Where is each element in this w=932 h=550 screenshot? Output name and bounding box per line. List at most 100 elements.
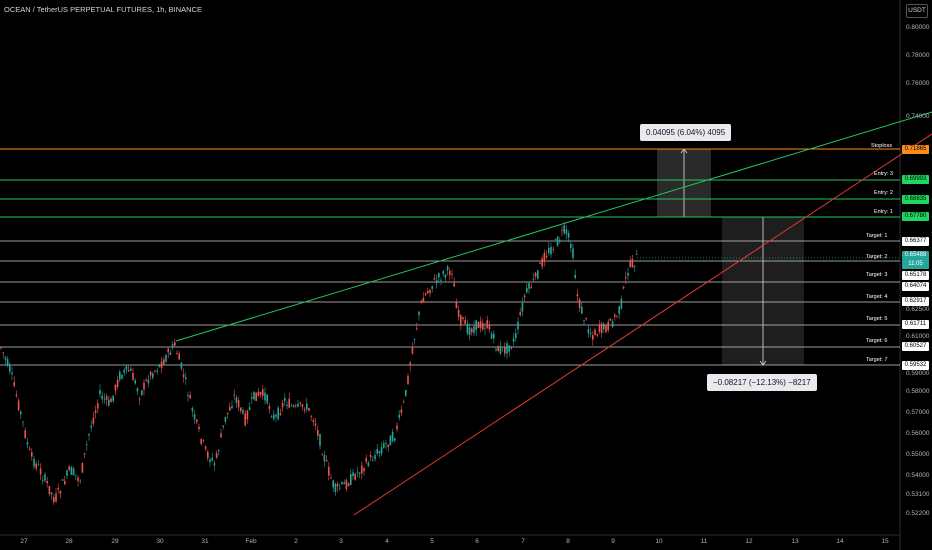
price-tick: 0.62500 — [906, 306, 930, 313]
time-label: 15 — [881, 538, 889, 545]
target-4-label: Target: 4 — [866, 294, 888, 300]
candle-body — [116, 379, 119, 388]
candle-body — [209, 459, 211, 463]
candle-body — [464, 319, 466, 324]
candle-body — [220, 433, 222, 438]
candle-body — [105, 396, 108, 401]
candle-body — [154, 370, 156, 372]
candle-body — [279, 413, 282, 416]
candle-body — [587, 329, 590, 334]
candle-body — [273, 414, 275, 420]
candle-body — [457, 309, 460, 317]
candle-body — [609, 318, 612, 321]
candle-body — [237, 400, 240, 408]
time-label: 12 — [745, 538, 753, 545]
candle-body — [636, 254, 638, 256]
candle-body — [325, 459, 328, 462]
candle-body — [336, 484, 339, 487]
candle-body — [207, 451, 209, 459]
candle-body — [592, 335, 594, 340]
candle-body — [44, 474, 46, 481]
candle-body — [618, 306, 620, 314]
target-6-label: Target: 6 — [866, 338, 888, 344]
candle-body — [174, 342, 176, 346]
long-measure-callout[interactable]: 0.04095 (6.04%) 4095 — [640, 124, 732, 141]
candle-body — [490, 333, 493, 339]
candle-body — [286, 404, 288, 407]
candle-body — [57, 487, 59, 490]
candle-body — [585, 317, 587, 320]
candle-body — [167, 348, 169, 353]
candle-body — [328, 466, 330, 476]
candle-body — [495, 348, 497, 350]
candle-body — [198, 426, 200, 430]
candle-body — [13, 382, 15, 387]
candle-body — [4, 357, 7, 360]
candle-body — [444, 274, 447, 278]
candle-body — [255, 392, 257, 401]
candle-body — [440, 279, 442, 281]
candle-body — [310, 415, 312, 417]
currency-button[interactable]: USDT — [906, 4, 928, 18]
candle-body — [268, 406, 271, 410]
candle-body — [510, 346, 513, 349]
candle-body — [11, 372, 13, 375]
candle-body — [611, 321, 614, 327]
price-tick: 0.74000 — [906, 113, 930, 120]
candle-body — [475, 320, 477, 331]
candle-body — [625, 277, 627, 279]
candle-body — [372, 460, 374, 461]
candle-body — [290, 405, 293, 407]
candle-body — [185, 377, 187, 380]
entry-1-price-tag: 0.67780 — [902, 212, 929, 221]
target-5-price-tag: 0.61711 — [902, 320, 929, 329]
candle-body — [413, 339, 416, 340]
candle-body — [292, 405, 295, 407]
candle-body — [108, 399, 110, 406]
candle-body — [187, 395, 189, 397]
candle-body — [631, 259, 634, 268]
candle-body — [15, 394, 18, 397]
candle-body — [396, 425, 398, 430]
target-4-price-tag: 0.62917 — [902, 297, 929, 306]
upper-trendline — [175, 111, 932, 342]
price-tick: 0.80000 — [906, 24, 930, 31]
candle-body — [211, 457, 213, 461]
candle-body — [429, 289, 431, 294]
candle-body — [297, 403, 299, 407]
candle-body — [264, 392, 266, 401]
candle-body — [548, 247, 550, 253]
candle-body — [493, 333, 495, 339]
candle-body — [35, 463, 37, 469]
candle-body — [332, 480, 334, 488]
candle-body — [136, 388, 139, 392]
candle-body — [446, 266, 449, 271]
candle-body — [552, 249, 554, 250]
candle-body — [266, 394, 268, 403]
candle-body — [90, 425, 92, 428]
candle-body — [191, 408, 194, 412]
candle-body — [537, 270, 539, 279]
candle-body — [301, 404, 304, 407]
candle-body — [545, 255, 548, 258]
candle-body — [70, 467, 73, 475]
candle-body — [453, 283, 455, 287]
short-measure-callout[interactable]: −0.08217 (−12.13%) −8217 — [707, 374, 817, 391]
candle-body — [94, 410, 97, 413]
target-5-label: Target: 5 — [866, 316, 888, 322]
candle-body — [50, 492, 53, 495]
candle-body — [103, 398, 106, 400]
candle-body — [224, 416, 227, 422]
candle-body — [402, 401, 405, 403]
candle-body — [427, 291, 429, 294]
candle-body — [0, 347, 2, 349]
candle-body — [231, 406, 233, 409]
candle-body — [376, 448, 378, 454]
time-label: 2 — [294, 538, 298, 545]
candle-body — [182, 374, 185, 378]
candle-body — [479, 321, 482, 329]
candle-body — [215, 453, 218, 458]
candle-body — [53, 497, 55, 503]
candle-body — [561, 230, 563, 231]
